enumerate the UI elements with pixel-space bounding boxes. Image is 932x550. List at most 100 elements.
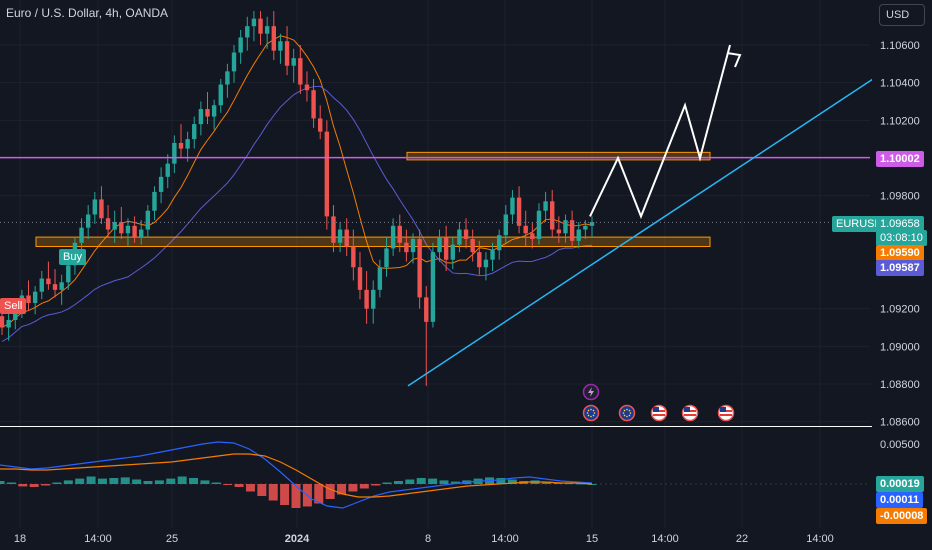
eu-star	[592, 409, 595, 412]
candle	[410, 233, 416, 264]
eu-star	[626, 408, 628, 411]
candle	[377, 259, 383, 298]
candle-body	[351, 246, 356, 268]
symbol-tag: EURUSD	[832, 216, 887, 232]
resistance-zone[interactable]	[406, 151, 711, 161]
eu-star	[628, 409, 631, 412]
candle-body	[377, 267, 383, 290]
candle	[245, 16, 250, 51]
candle-body	[211, 105, 217, 117]
candle-body	[105, 218, 111, 230]
candle	[470, 229, 475, 262]
candle-body	[437, 237, 442, 253]
time-label: 2024	[285, 533, 310, 545]
candle	[264, 16, 270, 49]
trendline[interactable]	[407, 76, 877, 387]
event-markers[interactable]	[582, 383, 735, 422]
time-label: 8	[425, 533, 431, 545]
candle-body	[258, 18, 263, 34]
macd-histogram-bar	[6, 482, 16, 484]
us-canton	[720, 407, 726, 412]
macd-histogram-bar	[0, 481, 5, 484]
macd-histogram-bar	[337, 484, 347, 495]
price-tick-label: 1.09200	[880, 304, 920, 316]
candle-body	[516, 197, 522, 226]
candle	[92, 191, 98, 224]
currency-button[interactable]: USD	[879, 4, 925, 26]
candle-body	[331, 216, 336, 243]
us-flag-icon[interactable]	[717, 404, 735, 422]
price-tick-label: 1.10600	[880, 40, 920, 52]
flash-icon[interactable]	[582, 383, 600, 401]
candle	[211, 99, 217, 130]
macd-histogram-bar	[405, 479, 415, 484]
candle	[218, 78, 223, 113]
candle-body	[26, 295, 31, 304]
candle	[278, 33, 283, 64]
candle	[152, 186, 157, 221]
candle	[364, 271, 369, 324]
candle	[483, 252, 489, 281]
support-zone[interactable]	[35, 236, 711, 248]
candle-body	[536, 210, 542, 239]
candle-body	[324, 131, 330, 217]
time-axis[interactable]: 18 14:00 25 2024 8 14:00 15 14:00 22 14:00	[0, 528, 932, 550]
price-tick-label: 1.08800	[880, 379, 920, 391]
drawing-zones[interactable]	[35, 151, 711, 248]
candle-body	[550, 201, 555, 230]
candle	[311, 78, 316, 128]
eu-star	[622, 412, 625, 414]
projection-path[interactable]	[589, 44, 731, 220]
macd-histogram-bar	[291, 484, 301, 508]
candle	[457, 222, 462, 253]
last-price-tag: 1.09658	[876, 216, 924, 232]
candle-body	[145, 210, 151, 230]
candle-body	[119, 222, 124, 234]
price-tick-label: 1.08600	[880, 417, 920, 429]
resistance-price-tag: 1.10002	[876, 151, 924, 167]
candle-body	[457, 229, 462, 245]
candle-body	[357, 267, 363, 290]
candle-body	[66, 265, 71, 283]
time-label: 14:00	[806, 533, 834, 545]
macd-histogram-bar	[154, 480, 164, 484]
flash-icon-bolt	[588, 387, 594, 397]
candle	[298, 45, 303, 94]
candle-body	[490, 250, 495, 260]
candle-body	[39, 278, 44, 292]
candle	[105, 205, 111, 238]
macd-histogram-bar	[52, 482, 62, 484]
us-flag-icon[interactable]	[681, 404, 699, 422]
orange-moving-average	[1, 35, 593, 328]
candle-body	[218, 84, 223, 106]
eu-star	[592, 414, 595, 417]
us-flag-icon[interactable]	[650, 404, 668, 422]
macd-histogram-bar	[18, 484, 28, 487]
candle-body	[52, 284, 58, 290]
candle	[371, 280, 376, 324]
macd-histogram-bar	[450, 481, 460, 484]
macd-histogram-bar	[189, 478, 199, 484]
candle-body	[192, 124, 197, 140]
candle	[165, 154, 170, 189]
blue-ma-line	[1, 85, 593, 342]
eu-flag-icon[interactable]	[582, 404, 600, 422]
eu-star	[623, 414, 626, 417]
candle-body	[79, 227, 84, 243]
candle-body	[503, 214, 509, 236]
macd-histogram-bar	[393, 481, 403, 484]
candle	[390, 218, 396, 256]
macd-histogram-bar	[223, 484, 233, 485]
eu-star	[587, 414, 590, 417]
macd-histogram-bar	[257, 484, 267, 496]
candle	[536, 203, 542, 245]
candle-body	[125, 225, 131, 234]
drawings[interactable]	[0, 44, 877, 387]
us-stripe	[684, 414, 696, 416]
macd-histogram-bar	[109, 478, 119, 484]
candle-body	[477, 252, 482, 268]
eu-flag-icon[interactable]	[618, 404, 636, 422]
time-label: 14:00	[84, 533, 112, 545]
candle	[139, 220, 144, 245]
